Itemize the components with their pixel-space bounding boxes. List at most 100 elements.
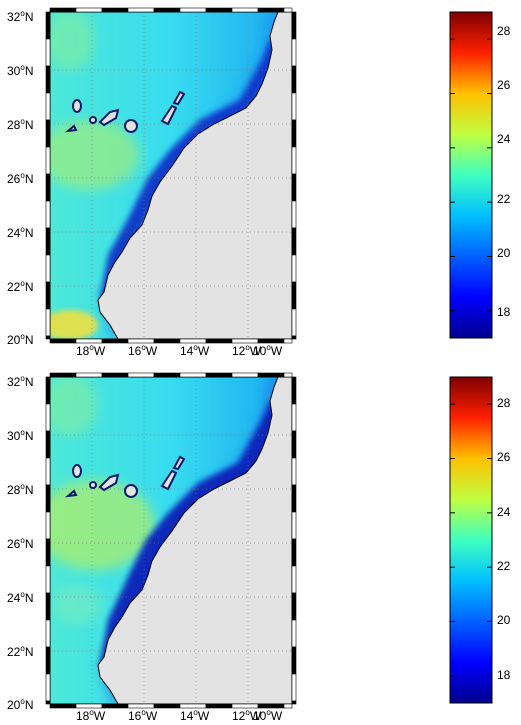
colorbar-ticks — [450, 403, 492, 677]
colorbar-label: 20 — [497, 246, 511, 260]
border-segment — [291, 308, 297, 337]
lat-axis: 32oN 30oN 28oN 26oN 24oN 22oN 20oN — [7, 9, 33, 347]
border-segment — [45, 673, 51, 702]
border-segment — [291, 700, 297, 705]
lat-label: 28 — [7, 118, 21, 132]
border-segment — [257, 338, 285, 344]
border-segment — [45, 11, 51, 40]
svg-text:16oW: 16oW — [128, 343, 158, 358]
border-segment — [45, 38, 51, 67]
border-segment — [257, 703, 285, 709]
border-segment — [45, 403, 51, 432]
map-bottom: 32oN 30oN 28oN 26oN 24oN 22oN 20oN 18oW … — [7, 372, 297, 723]
border-segment — [45, 335, 51, 340]
lon-label: 16 — [128, 344, 142, 358]
warm-patch — [50, 377, 98, 435]
border-segment — [179, 7, 207, 13]
lat-label: 22 — [7, 645, 21, 659]
upwelling-strip — [100, 40, 278, 300]
border-segment — [45, 565, 51, 594]
land-africa — [97, 377, 292, 704]
lat-label: 32 — [7, 375, 21, 389]
border-segment — [231, 7, 259, 13]
map-top: 32oN 30oN 28oN 26oN 24oN 22oN 20oN 18oW … — [7, 7, 297, 358]
svg-text:28oN: 28oN — [7, 117, 33, 132]
border-segment — [45, 700, 51, 705]
warm-patch — [50, 480, 155, 570]
border-segment — [205, 338, 233, 344]
warm-patch — [50, 310, 98, 339]
border-segment — [205, 703, 233, 709]
border-segment — [127, 7, 155, 13]
colorbar-label: 20 — [497, 613, 511, 627]
upwelling-strip — [100, 401, 280, 665]
colorbar-label: 26 — [497, 78, 511, 92]
svg-text:18oW: 18oW — [76, 343, 106, 358]
colorbar-label: 22 — [497, 559, 511, 573]
border-segment — [45, 457, 51, 486]
land-africa — [97, 12, 292, 339]
lon-label: 10 — [253, 344, 267, 358]
border-segment — [45, 511, 51, 540]
border-segment — [45, 254, 51, 283]
border-segment — [291, 119, 297, 148]
canary-islands — [64, 90, 186, 133]
colorbar-label: 26 — [497, 450, 511, 464]
border-segment — [45, 92, 51, 121]
warm-patch — [50, 120, 140, 190]
border-segment — [49, 703, 77, 709]
lon-label: 14 — [180, 344, 194, 358]
lat-label: 26 — [7, 172, 21, 186]
border-segment — [45, 376, 51, 405]
warm-patch — [50, 12, 95, 70]
colorbar-label: 28 — [497, 396, 511, 410]
border-segment — [75, 7, 103, 13]
border-segment — [291, 511, 297, 540]
border-segment — [153, 372, 181, 378]
border-segment — [291, 11, 297, 40]
border-segment — [75, 372, 103, 378]
border-segment — [291, 592, 297, 621]
svg-text:20oN: 20oN — [7, 697, 33, 712]
lon-label: 12 — [232, 344, 246, 358]
lat-label: 22 — [7, 280, 21, 294]
colorbar-label: 24 — [497, 132, 511, 146]
map-border-ticks — [45, 7, 297, 344]
border-segment — [283, 703, 293, 709]
lon-label: 12 — [232, 709, 246, 723]
lon-label: 18 — [76, 344, 90, 358]
svg-text:12oW: 12oW — [232, 343, 262, 358]
lat-label: 20 — [7, 333, 21, 347]
border-segment — [283, 372, 293, 378]
svg-text:20oN: 20oN — [7, 332, 33, 347]
border-segment — [45, 646, 51, 675]
svg-text:32oN: 32oN — [7, 374, 33, 389]
border-segment — [291, 619, 297, 648]
svg-text:14oW: 14oW — [180, 343, 210, 358]
border-segment — [49, 7, 77, 13]
border-segment — [153, 703, 181, 709]
border-segment — [291, 65, 297, 94]
lat-label: 30 — [7, 64, 21, 78]
border-segment — [45, 538, 51, 567]
colorbar-bottom: 28 26 24 22 20 18 — [449, 376, 511, 704]
svg-text:10oW: 10oW — [253, 343, 283, 358]
svg-text:24oN: 24oN — [7, 225, 33, 240]
colorbar-gradient — [449, 376, 493, 704]
border-segment — [205, 372, 233, 378]
lon-label: 16 — [128, 709, 142, 723]
border-segment — [231, 372, 259, 378]
border-segment — [291, 430, 297, 459]
border-segment — [291, 457, 297, 486]
svg-text:10oW: 10oW — [253, 708, 283, 723]
svg-text:30oN: 30oN — [7, 63, 33, 78]
border-segment — [291, 403, 297, 432]
border-segment — [291, 376, 297, 405]
lon-label: 10 — [253, 709, 267, 723]
border-segment — [291, 673, 297, 702]
border-segment — [291, 38, 297, 67]
border-segment — [291, 146, 297, 175]
border-segment — [205, 7, 233, 13]
svg-text:14oW: 14oW — [180, 708, 210, 723]
